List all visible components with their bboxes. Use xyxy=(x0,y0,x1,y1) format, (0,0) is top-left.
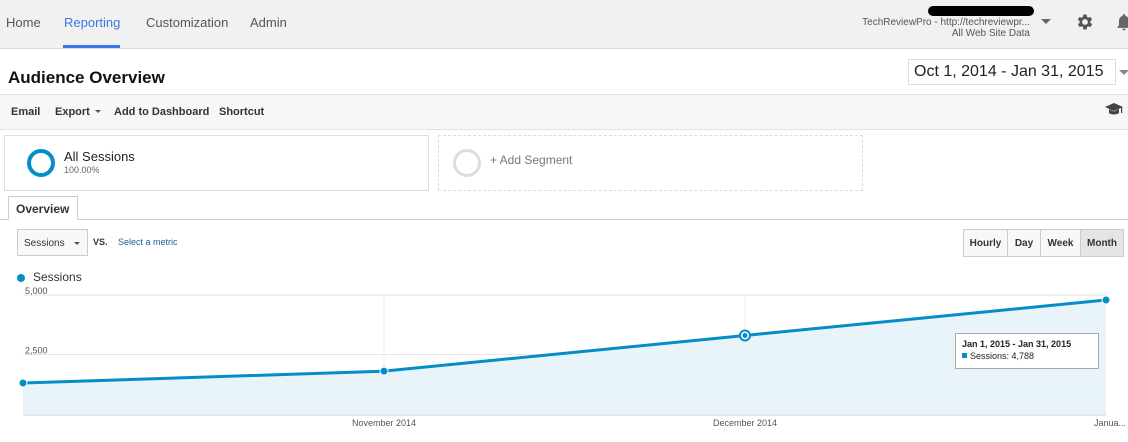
tab-overview[interactable]: Overview xyxy=(8,196,78,220)
x-tick-label: Janua... xyxy=(1094,418,1126,428)
data-point xyxy=(1101,295,1111,305)
add-segment-label: + Add Segment xyxy=(490,153,573,167)
account-property: TechReviewPro - http://techreviewpr... xyxy=(862,17,1030,28)
granularity-hourly-button[interactable]: Hourly xyxy=(963,229,1008,257)
y-tick-label: 5,000 xyxy=(25,286,48,296)
date-range-caret-icon[interactable] xyxy=(1119,70,1128,75)
nav-reporting[interactable]: Reporting xyxy=(64,15,121,30)
account-caret-icon[interactable] xyxy=(1041,19,1051,24)
nav-customization[interactable]: Customization xyxy=(146,15,229,30)
shortcut-button[interactable]: Shortcut xyxy=(219,106,265,118)
tooltip-title: Jan 1, 2015 - Jan 31, 2015 xyxy=(962,339,1072,349)
data-point xyxy=(18,378,28,388)
nav-home[interactable]: Home xyxy=(6,15,41,30)
segment-name: All Sessions xyxy=(64,149,135,164)
series-line-sessions xyxy=(22,298,1107,385)
x-tick-label: December 2014 xyxy=(713,418,777,428)
sessions-chart: 5,000 2,500 November 2014 December 2014 Janu… xyxy=(18,286,1126,428)
tooltip-row: Sessions: 4,788 xyxy=(962,351,1092,361)
legend-swatch xyxy=(17,274,25,282)
tooltip-swatch xyxy=(962,353,967,358)
segment-ring-icon xyxy=(27,149,55,177)
metric-caret-icon xyxy=(74,242,80,245)
y-tick-label: 2,500 xyxy=(25,346,48,356)
redaction-mark xyxy=(928,6,1034,16)
page-title: Audience Overview xyxy=(8,68,165,87)
email-button[interactable]: Email xyxy=(11,106,41,118)
data-point xyxy=(379,366,389,376)
granularity-month-button[interactable]: Month xyxy=(1081,229,1124,257)
add-segment-button[interactable]: + Add Segment xyxy=(438,135,863,191)
report-toolbar: Email Export Add to Dashboard Shortcut xyxy=(0,94,1128,130)
granularity-week-button[interactable]: Week xyxy=(1041,229,1081,257)
data-point-center xyxy=(742,332,748,338)
export-caret-icon xyxy=(94,110,101,113)
account-view: All Web Site Data xyxy=(951,28,1030,39)
bell-icon[interactable] xyxy=(1114,12,1128,32)
date-range-picker[interactable]: Oct 1, 2014 - Jan 31, 2015 xyxy=(908,59,1116,85)
add-to-dashboard-button[interactable]: Add to Dashboard xyxy=(114,106,210,118)
x-tick-label: November 2014 xyxy=(352,418,416,428)
select-metric-link[interactable]: Select a metric xyxy=(118,237,178,247)
export-button[interactable]: Export xyxy=(55,106,101,118)
empty-segment-ring-icon xyxy=(453,149,481,177)
tooltip-value: Sessions: 4,788 xyxy=(970,351,1035,361)
metric-select-value: Sessions xyxy=(24,238,65,249)
graduation-cap-icon[interactable] xyxy=(1104,102,1124,116)
title-row: Audience Overview Oct 1, 2014 - Jan 31, … xyxy=(0,50,1128,94)
vs-label: VS. xyxy=(93,237,108,247)
legend-label-sessions: Sessions xyxy=(33,270,82,284)
series-area-sessions xyxy=(23,300,1106,414)
metric-select[interactable]: Sessions xyxy=(17,229,88,256)
nav-active-indicator xyxy=(63,45,120,48)
top-nav: Home Reporting Customization Admin TechR… xyxy=(0,0,1128,49)
gear-icon[interactable] xyxy=(1075,12,1095,32)
chart-tooltip: Jan 1, 2015 - Jan 31, 2015 Sessions: 4,7… xyxy=(955,333,1099,369)
granularity-day-button[interactable]: Day xyxy=(1008,229,1041,257)
segment-percentage: 100.00% xyxy=(64,165,100,175)
segment-all-sessions[interactable]: All Sessions 100.00% xyxy=(4,135,429,191)
nav-admin[interactable]: Admin xyxy=(250,15,287,30)
account-selector[interactable]: TechReviewPro - http://techreviewpr... A… xyxy=(862,17,1030,39)
export-label: Export xyxy=(55,106,90,118)
tab-divider xyxy=(0,219,1128,220)
